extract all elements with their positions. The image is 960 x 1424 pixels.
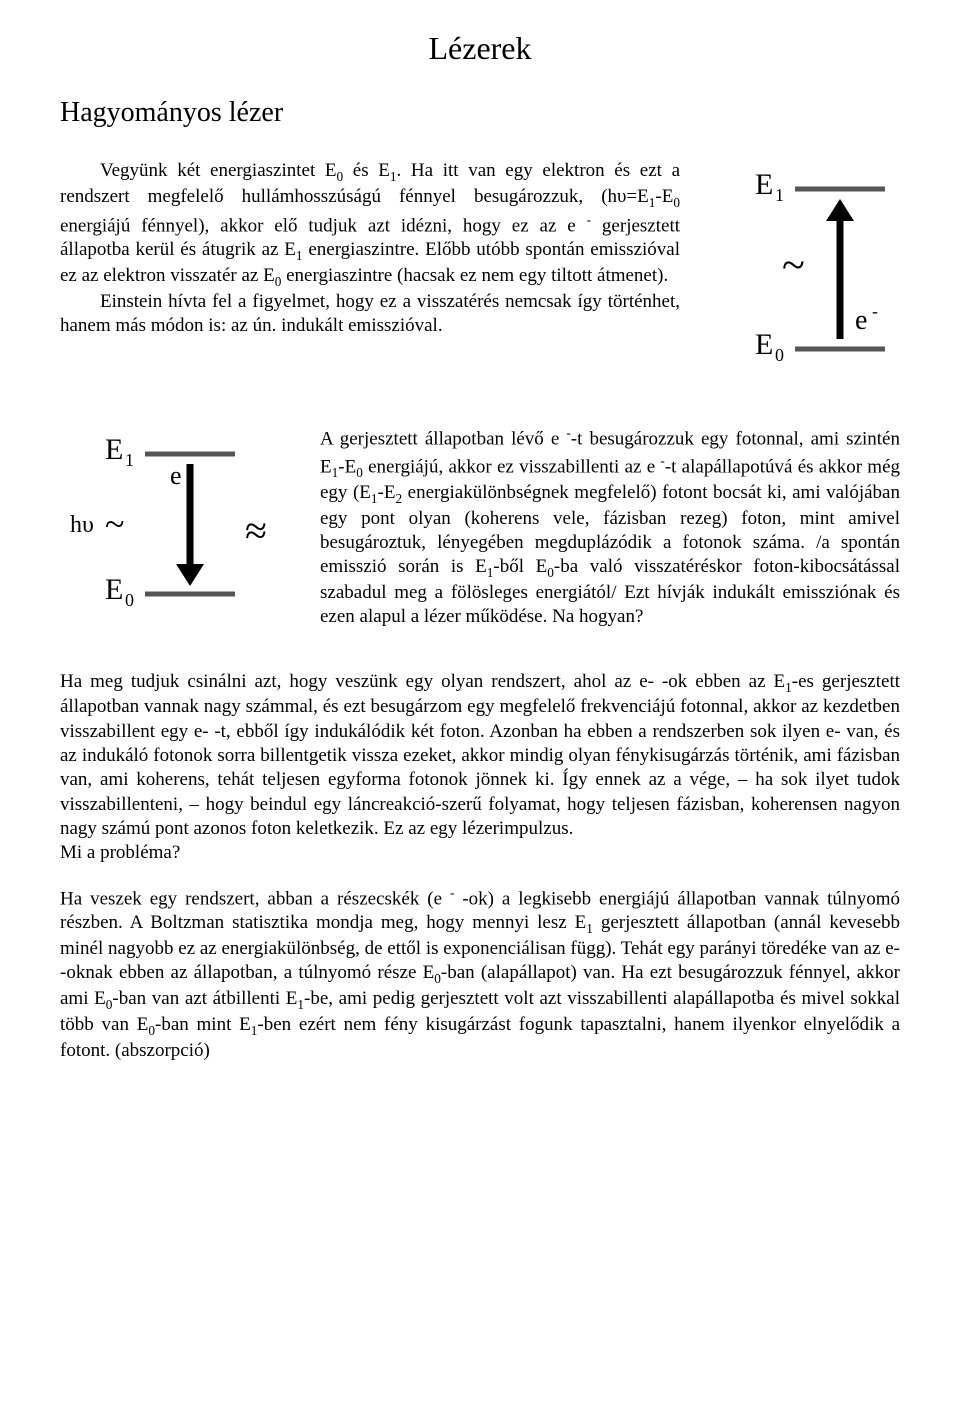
paragraph-1: Vegyünk két energiaszintet E0 és E1. Ha … bbox=[60, 159, 680, 290]
svg-text:0: 0 bbox=[125, 590, 134, 610]
svg-text:E: E bbox=[755, 168, 773, 201]
svg-text:E: E bbox=[105, 573, 123, 606]
svg-text:1: 1 bbox=[125, 450, 134, 470]
row-stimulated-emission: E 1 e - E 0 hυ ~ ≈ A gerjesztett állapot… bbox=[60, 424, 900, 630]
section-heading: Hagyományos lézer bbox=[60, 97, 900, 129]
paragraph-3: Ha meg tudjuk csinálni azt, hogy veszünk… bbox=[60, 670, 900, 866]
paragraph-2: A gerjesztett állapotban lévő e --t besu… bbox=[320, 424, 900, 630]
svg-text:e: e bbox=[170, 461, 182, 490]
svg-text:-: - bbox=[872, 301, 878, 321]
energy-diagram-emission: E 1 e - E 0 hυ ~ ≈ bbox=[60, 424, 300, 629]
page-title: Lézerek bbox=[60, 30, 900, 67]
svg-text:1: 1 bbox=[775, 185, 784, 205]
svg-text:e: e bbox=[855, 305, 867, 336]
svg-text:E: E bbox=[105, 433, 123, 466]
svg-text:~: ~ bbox=[782, 243, 805, 289]
energy-diagram-absorption: E 1 E 0 ~ e - bbox=[700, 159, 900, 384]
absorption-diagram-svg: E 1 E 0 ~ e - bbox=[700, 159, 900, 379]
document-page: Lézerek Hagyományos lézer Vegyünk két en… bbox=[0, 0, 960, 1424]
paragraph-block-1: Vegyünk két energiaszintet E0 és E1. Ha … bbox=[60, 159, 680, 339]
paragraph-4: Ha veszek egy rendszert, abban a részecs… bbox=[60, 884, 900, 1064]
svg-text:0: 0 bbox=[775, 345, 784, 365]
svg-text:E: E bbox=[755, 328, 773, 361]
svg-text:hυ: hυ bbox=[70, 512, 94, 538]
paragraph-1b: Einstein hívta fel a figyelmet, hogy ez … bbox=[60, 290, 680, 339]
emission-diagram-svg: E 1 e - E 0 hυ ~ ≈ bbox=[60, 424, 300, 624]
svg-text:~: ~ bbox=[105, 504, 124, 544]
svg-text:≈: ≈ bbox=[245, 508, 267, 553]
row-absorption: Vegyünk két energiaszintet E0 és E1. Ha … bbox=[60, 159, 900, 384]
paragraph-block-2: A gerjesztett állapotban lévő e --t besu… bbox=[320, 424, 900, 630]
